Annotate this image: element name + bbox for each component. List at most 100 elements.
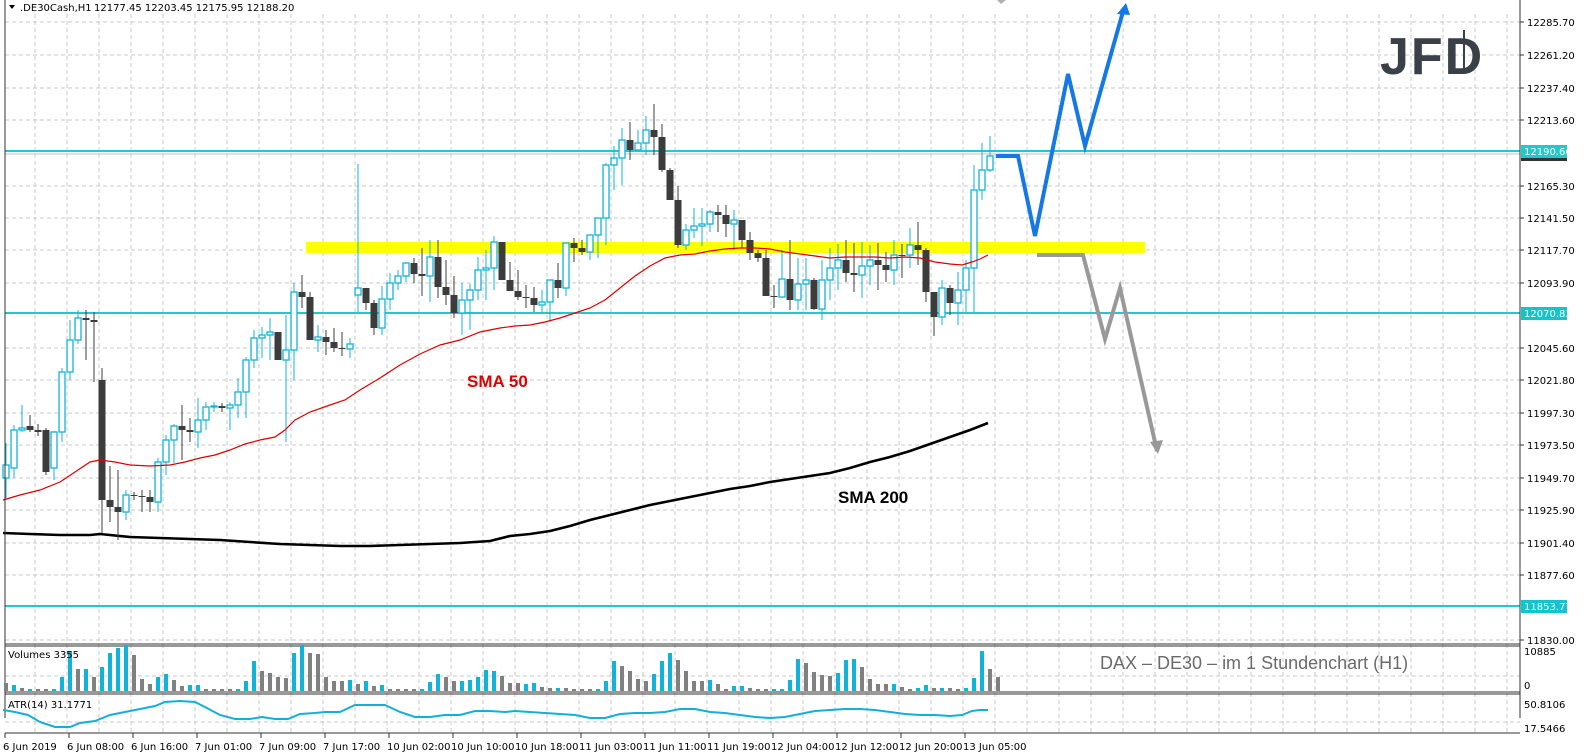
- candle: [194, 398, 202, 448]
- candle-body: [658, 137, 666, 170]
- candle: [378, 286, 386, 335]
- candle: [634, 130, 642, 151]
- volume-bar: [308, 653, 312, 691]
- candle: [946, 285, 954, 315]
- candle: [226, 402, 234, 430]
- candle: [426, 240, 434, 302]
- candle-body: [210, 405, 218, 408]
- level-price-label: 12190.66: [1524, 147, 1572, 158]
- candle-body: [274, 332, 282, 360]
- candle-body: [818, 279, 826, 310]
- volume-bar: [364, 681, 368, 691]
- volume-max: 10885: [1524, 647, 1556, 658]
- candle: [930, 292, 938, 336]
- candle-body: [858, 265, 866, 276]
- price-tick-label: 11949.70: [1527, 474, 1575, 485]
- candle-body: [570, 243, 578, 248]
- candle-body: [690, 225, 698, 231]
- volume-bar: [428, 682, 432, 691]
- volume-bar: [868, 679, 872, 691]
- sma50-line: [2, 247, 989, 501]
- candle: [450, 276, 458, 318]
- candle-body: [458, 299, 466, 314]
- volume-bar: [76, 669, 80, 691]
- ohlc-values: 12177.45 12203.45 12175.95 12188.20: [94, 3, 294, 14]
- candle: [978, 143, 986, 200]
- candle: [890, 240, 898, 285]
- volume-bar: [220, 689, 224, 691]
- candle: [970, 165, 978, 312]
- volume-bar: [604, 681, 608, 691]
- volume-label: Volumes 3355: [8, 650, 79, 661]
- volume-bar: [964, 688, 968, 691]
- candle: [586, 234, 594, 260]
- volume-bar: [244, 681, 248, 691]
- volume-bar: [372, 686, 376, 691]
- candle-body: [810, 280, 818, 309]
- price-axis[interactable]: 12285.70 12261.20 12237.40 12213.60 12165.30…: [1520, 18, 1575, 647]
- candle-body: [674, 200, 682, 245]
- candle-body: [434, 257, 442, 287]
- candle: [674, 186, 682, 248]
- volume-bar: [628, 671, 632, 691]
- candle: [114, 470, 122, 540]
- candle: [498, 242, 506, 280]
- volume-bar: [772, 689, 776, 691]
- candle: [602, 163, 610, 245]
- candle-body: [98, 380, 106, 500]
- price-tick-label: 11925.90: [1527, 506, 1575, 517]
- candle-body: [794, 283, 802, 301]
- bullish-scenario-arrow[interactable]: [996, 3, 1130, 237]
- time-tick-label: 13 Jun 05:00: [963, 742, 1027, 753]
- volume-bar: [572, 689, 576, 691]
- bearish-scenario-arrow[interactable]: [1037, 253, 1163, 454]
- candle-body: [498, 242, 506, 280]
- logo-text: JFD: [1380, 28, 1484, 86]
- candle: [186, 418, 194, 442]
- candle: [178, 405, 186, 460]
- volume-bar: [780, 689, 784, 691]
- volume-bar: [236, 689, 240, 691]
- candle: [562, 242, 570, 296]
- volume-bar: [844, 660, 848, 691]
- candle: [50, 431, 58, 480]
- candle: [506, 262, 514, 291]
- candle-body: [306, 297, 314, 340]
- candle: [778, 250, 786, 298]
- time-tick-label: 11 Jun 19:00: [707, 742, 771, 753]
- candle: [530, 287, 538, 312]
- candle: [810, 278, 818, 310]
- candle-body: [722, 215, 730, 224]
- atr-max: 50.8106: [1524, 700, 1565, 711]
- candle-body: [450, 295, 458, 313]
- candle: [722, 205, 730, 237]
- price-tick-label: 11877.60: [1527, 571, 1575, 582]
- volume-bar: [188, 685, 192, 691]
- candle-body: [546, 279, 554, 303]
- candle: [386, 273, 394, 310]
- sma50-annotation: SMA 50: [467, 372, 528, 391]
- volume-bar: [724, 689, 728, 691]
- volume-bar: [852, 659, 856, 691]
- candle-body: [402, 262, 410, 277]
- dropdown-triangle-icon[interactable]: [9, 5, 15, 9]
- candle-body: [322, 337, 330, 342]
- resistance-zone[interactable]: [306, 242, 1145, 253]
- candle: [962, 260, 970, 312]
- volume-bar: [612, 661, 616, 691]
- candle: [642, 116, 650, 155]
- candle: [514, 270, 522, 300]
- time-tick-label: 6 Jun 2019: [3, 742, 57, 753]
- volume-bar: [660, 661, 664, 691]
- candle-body: [258, 334, 266, 339]
- chart-grid: [5, 14, 1520, 733]
- volume-bar: [420, 689, 424, 691]
- candle-body: [506, 280, 514, 291]
- candle-body: [226, 404, 234, 409]
- volume-bar: [684, 671, 688, 691]
- candle: [546, 279, 554, 322]
- time-axis[interactable]: 6 Jun 2019 6 Jun 08:00 6 Jun 16:00 7 Jun 01…: [3, 733, 1027, 753]
- candle: [794, 258, 802, 310]
- horizontal-levels[interactable]: [5, 150, 1520, 607]
